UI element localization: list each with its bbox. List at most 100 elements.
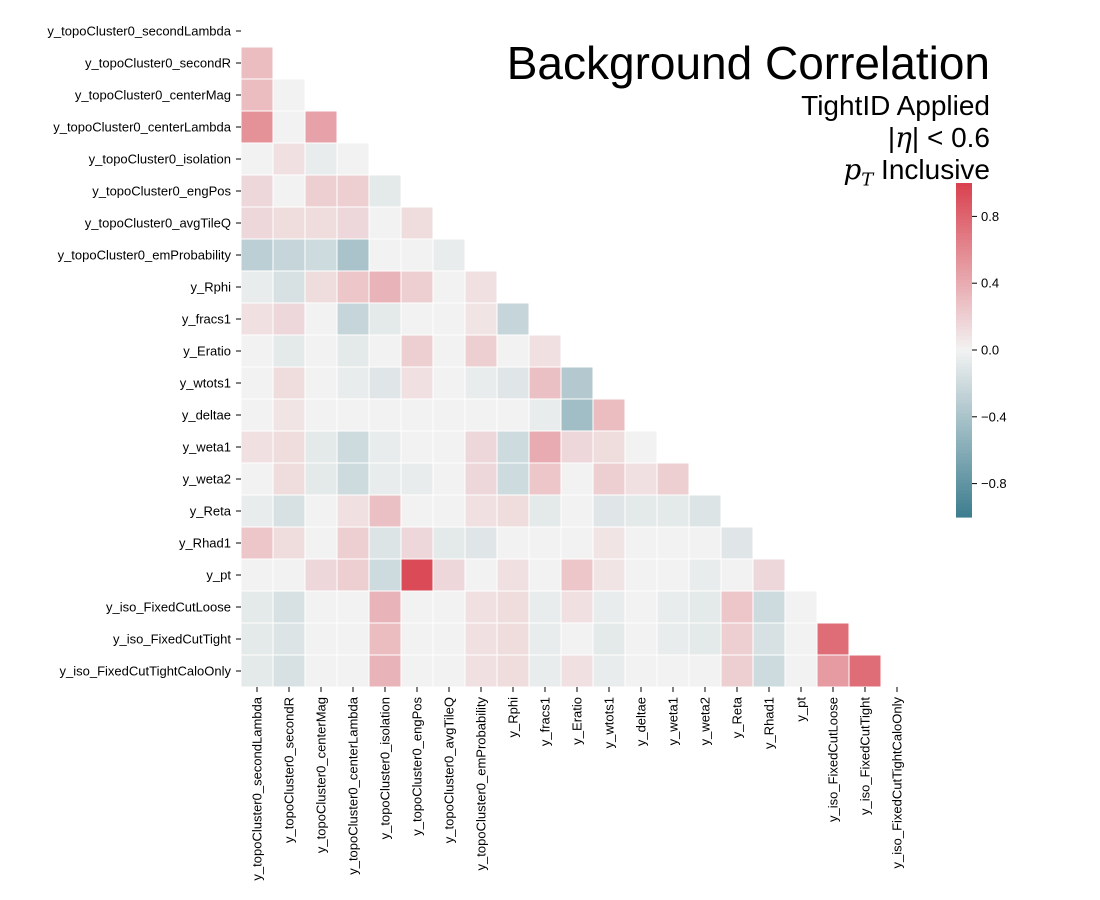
x-tick-label: y_topoCluster0_secondLambda — [250, 696, 265, 880]
heatmap-cell — [688, 590, 722, 624]
x-tick-label: y_iso_FixedCutTight — [858, 697, 873, 815]
colorbar-segment — [956, 323, 972, 328]
heatmap-cell — [304, 302, 338, 336]
colorbar-segment — [956, 306, 972, 311]
heatmap-cell — [784, 654, 818, 688]
heatmap-cell — [496, 302, 530, 336]
heatmap-cell — [336, 590, 370, 624]
heatmap-cell — [752, 622, 786, 656]
subtitle-tightid: TightID Applied — [801, 90, 990, 121]
heatmap-cell — [496, 366, 530, 400]
heatmap-cell — [304, 366, 338, 400]
heatmap-cell — [592, 590, 626, 624]
y-tick-label: y_deltae — [182, 408, 231, 423]
colorbar-segment — [956, 339, 972, 344]
heatmap-cell — [240, 110, 274, 144]
colorbar-segment — [956, 183, 972, 187]
colorbar-segment — [956, 360, 972, 364]
colorbar-segment — [956, 253, 972, 258]
heatmap-cell — [400, 526, 434, 560]
x-axis-labels: y_topoCluster0_secondLambda y_topoCluster… — [250, 687, 905, 881]
subtitle-pt: pT Inclusive — [507, 154, 990, 197]
heatmap-cell — [816, 654, 850, 688]
colorbar-segment — [956, 430, 972, 435]
colorbar-segment — [956, 433, 972, 438]
colorbar: 0.8 0.4 0.0 −0.4 −0.8 — [956, 183, 1007, 518]
heatmap-cell — [528, 462, 562, 496]
x-tick-label: y_Rphi — [506, 697, 521, 738]
heatmap-cell — [368, 590, 402, 624]
heatmap-cell — [496, 398, 530, 432]
heatmap-cell — [560, 622, 594, 656]
heatmap-cell — [304, 206, 338, 240]
heatmap-cell — [336, 206, 370, 240]
heatmap-cell — [624, 462, 658, 496]
heatmap-cell — [304, 526, 338, 560]
heatmap-cell — [432, 622, 466, 656]
heatmap-cell — [720, 590, 754, 624]
heatmap-cell — [720, 654, 754, 688]
heatmap-cell — [560, 398, 594, 432]
y-tick-label: y_topoCluster0_centerMag — [75, 88, 231, 103]
heatmap-cell — [560, 526, 594, 560]
heatmap-cell — [624, 494, 658, 528]
x-tick-label: y_weta1 — [666, 697, 681, 745]
heatmap-cell — [336, 654, 370, 688]
heatmap-cell — [368, 302, 402, 336]
heatmap-cell — [528, 590, 562, 624]
colorbar-segment — [956, 416, 972, 421]
heatmap-cell — [240, 494, 274, 528]
heatmap-cell — [464, 558, 498, 592]
colorbar-segment — [956, 273, 972, 278]
x-tick-label: y_fracs1 — [538, 697, 553, 746]
heatmap-cell — [528, 558, 562, 592]
colorbar-segment — [956, 283, 972, 288]
colorbar-segment — [956, 216, 972, 221]
x-tick-label: y_Rhad1 — [762, 697, 777, 749]
colorbar-segment — [956, 249, 972, 254]
heatmap-cell — [496, 494, 530, 528]
y-tick-label: y_iso_FixedCutLoose — [106, 600, 231, 615]
heatmap-cell — [656, 494, 690, 528]
heatmap-cell — [272, 334, 306, 368]
colorbar-segment — [956, 473, 972, 478]
colorbar-segment — [956, 476, 972, 481]
heatmap-cell — [496, 590, 530, 624]
heatmap-cell — [464, 302, 498, 336]
heatmap-cell — [304, 238, 338, 272]
colorbar-segment — [956, 196, 972, 201]
heatmap-cell — [304, 654, 338, 688]
heatmap-cell — [240, 334, 274, 368]
colorbar-segment — [956, 319, 972, 324]
colorbar-tick-label: 0.4 — [981, 276, 999, 291]
heatmap-cell — [656, 558, 690, 592]
colorbar-tick-label: −0.8 — [981, 476, 1007, 491]
x-tick-label: y_topoCluster0_centerLambda — [346, 696, 361, 875]
colorbar-segment — [956, 480, 972, 485]
heatmap-cell — [592, 430, 626, 464]
x-tick-label: y_topoCluster0_centerMag — [314, 697, 329, 853]
heatmap-cell — [624, 558, 658, 592]
heatmap-cell — [432, 494, 466, 528]
heatmap-cell — [368, 238, 402, 272]
heatmap-cell — [464, 494, 498, 528]
heatmap-cell — [240, 654, 274, 688]
y-tick-label: y_topoCluster0_engPos — [92, 184, 231, 199]
y-tick-label: y_iso_FixedCutTight — [113, 632, 231, 647]
heatmap-cell — [528, 334, 562, 368]
heatmap-cell — [656, 462, 690, 496]
heatmap-cell — [336, 494, 370, 528]
colorbar-segment — [956, 470, 972, 475]
colorbar-segment — [956, 189, 972, 194]
heatmap-cell — [688, 558, 722, 592]
heatmap-cell — [400, 270, 434, 304]
heatmap-cell — [272, 142, 306, 176]
heatmap-cell — [656, 654, 690, 688]
heatmap-cell — [272, 302, 306, 336]
heatmap-cell — [464, 366, 498, 400]
colorbar-segment — [956, 203, 972, 207]
heatmap-cell — [272, 654, 306, 688]
heatmap-cell — [592, 398, 626, 432]
heatmap-cell — [240, 526, 274, 560]
